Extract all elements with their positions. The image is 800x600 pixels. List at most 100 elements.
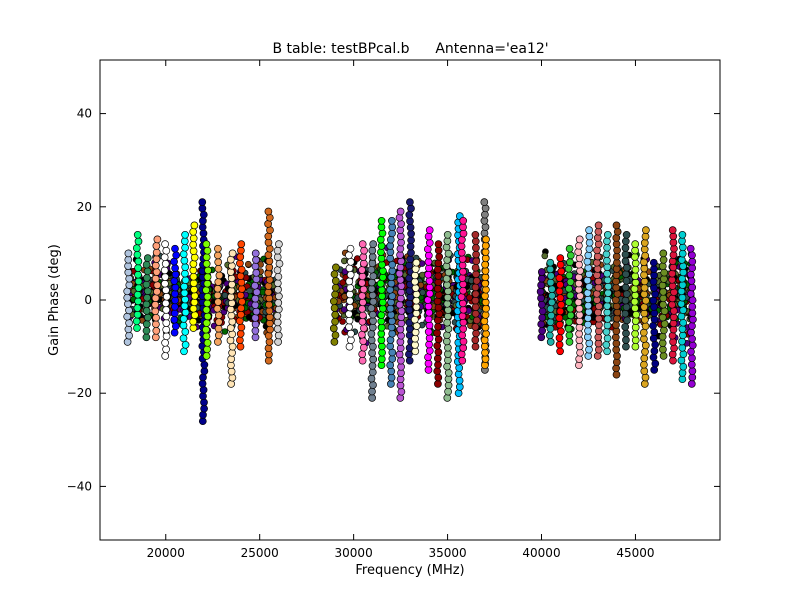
data-point [388,260,397,269]
data-point [143,274,151,282]
data-point [237,246,245,255]
data-point [454,370,463,379]
data-point [433,354,442,363]
data-point [151,307,160,316]
data-point [444,325,453,333]
data-point [565,284,573,293]
data-point [566,311,575,320]
data-point [161,299,170,308]
data-point [388,267,397,275]
data-point [228,261,236,270]
data-point [359,337,368,346]
data-point [631,246,639,255]
data-point [425,283,434,292]
data-point [252,256,260,264]
data-point [180,282,189,291]
data-point [458,261,467,270]
data-point [406,223,415,232]
data-point [379,267,387,275]
data-point [152,313,160,322]
data-point [594,240,603,248]
data-point [359,259,368,268]
data-point [358,356,367,365]
data-point [252,288,261,296]
data-point [434,303,443,312]
data-point [649,353,658,362]
data-point [171,290,179,298]
data-point [199,411,207,419]
data-point [251,294,260,303]
data-point [142,326,151,335]
data-point [411,341,419,349]
data-point [471,303,480,311]
data-point [677,256,686,264]
data-point [423,245,432,254]
data-point [576,348,584,357]
data-point [537,300,546,309]
data-point [424,302,433,311]
data-point [376,279,385,288]
data-point [203,299,212,308]
data-point [457,248,466,257]
data-point [649,334,658,343]
data-point [574,298,583,307]
data-point [547,272,555,280]
data-point [679,362,688,371]
data-point [180,347,188,356]
data-point [631,317,640,325]
data-point [584,308,593,316]
data-point [378,348,386,357]
data-point [434,265,442,274]
data-point [575,336,584,344]
data-point [457,350,466,359]
data-point [378,229,387,238]
data-point [481,254,490,263]
data-point [202,253,211,262]
data-point [200,367,209,375]
data-point [345,316,354,325]
data-point [584,320,592,329]
data-point [405,306,414,314]
data-point [538,326,547,335]
data-point [631,304,639,313]
data-point [689,315,697,324]
data-point [378,342,386,351]
data-point [481,223,490,231]
data-point [444,268,453,277]
data-point [134,277,143,286]
data-point [228,317,237,326]
data-point [546,278,555,287]
data-point [631,265,640,274]
data-point [668,226,677,234]
data-point [377,216,386,225]
data-point [359,298,367,307]
data-point [650,303,658,311]
data-point [227,380,235,388]
data-point [214,251,222,260]
data-point [459,344,468,352]
data-point [658,262,667,271]
data-point [369,272,378,280]
data-point [331,310,340,319]
data-point [160,253,169,262]
data-point [246,287,253,295]
data-point [584,301,593,310]
data-point [189,247,198,255]
data-point [594,277,603,286]
data-point [612,321,620,329]
data-point [151,333,160,342]
data-point [621,237,630,246]
x-tick-label: 35000 [428,546,466,560]
data-point [547,311,556,320]
data-point [603,315,612,323]
data-point [640,245,649,254]
data-point [471,263,480,272]
y-tick-label: −20 [67,386,92,400]
data-point [189,304,198,313]
data-point [264,251,273,259]
data-point [537,294,545,302]
data-point [124,325,133,334]
data-point [329,324,338,333]
data-point [640,258,648,266]
data-point [358,279,366,287]
